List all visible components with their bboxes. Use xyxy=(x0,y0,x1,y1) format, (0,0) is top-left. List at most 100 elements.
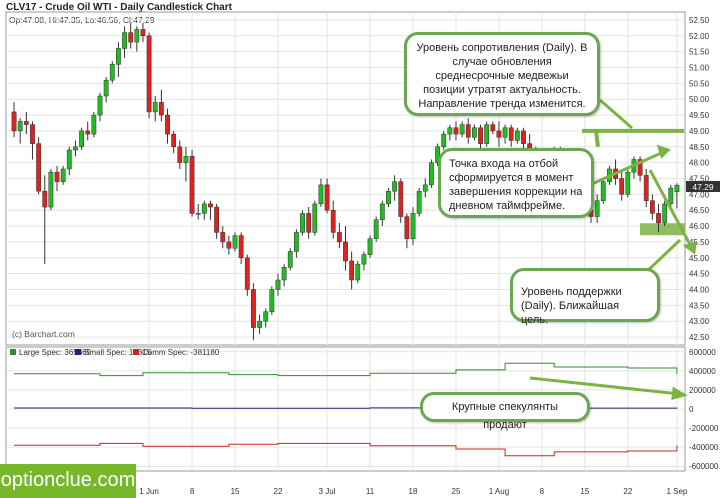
x-tick-label: 15 xyxy=(231,487,240,496)
candle-down xyxy=(208,203,213,208)
candle-down xyxy=(349,260,355,281)
candle-up xyxy=(318,184,324,205)
candle-up xyxy=(300,213,305,233)
legend-swatch-large xyxy=(10,349,16,355)
candle-down xyxy=(330,209,336,233)
candle-up xyxy=(201,203,207,214)
candle-up xyxy=(625,171,631,195)
candle-down xyxy=(214,206,220,233)
price-y-tick-label: 48.00 xyxy=(689,159,710,168)
candle-down xyxy=(220,232,226,243)
arrow-entry-2 xyxy=(648,169,696,253)
arrow-entry-1-head xyxy=(656,144,671,159)
candle-up xyxy=(379,203,385,220)
cot-y-tick-label: 0 xyxy=(689,405,694,414)
arrow-resistance xyxy=(599,98,633,130)
x-tick-label: 1 Jun xyxy=(139,487,159,496)
candle-down xyxy=(140,29,146,37)
candle-down xyxy=(85,130,91,135)
candle-up xyxy=(275,279,281,290)
price-y-tick-label: 50.50 xyxy=(689,79,710,88)
candle-up xyxy=(263,311,269,322)
candle-down xyxy=(238,235,244,259)
candle-up xyxy=(662,203,668,224)
candle-down xyxy=(336,232,342,243)
cot-legend: Large Spec: 365865 Small Spec: 15315 Com… xyxy=(10,348,220,357)
candle-down xyxy=(226,241,232,249)
candle-up xyxy=(73,146,78,151)
candle-up xyxy=(116,48,121,65)
candle-down xyxy=(158,102,164,116)
candle-up xyxy=(122,32,127,49)
candle-up xyxy=(459,124,465,135)
candle-up xyxy=(257,320,262,328)
legend-large: Large Spec: 365865 xyxy=(19,348,92,357)
callout-support: Уровень поддержки (Daily). Ближайшая цел… xyxy=(510,268,660,326)
candle-up xyxy=(484,124,490,144)
candle-down xyxy=(649,200,655,214)
arrow-entry-2-head xyxy=(682,240,697,255)
price-y-tick-label: 47.00 xyxy=(689,190,710,199)
candle-up xyxy=(195,213,201,215)
candle-down xyxy=(343,241,348,262)
support-level-zone xyxy=(640,223,685,236)
candle-down xyxy=(478,127,483,144)
candle-up xyxy=(447,127,453,135)
candle-up xyxy=(109,64,115,81)
candle-down xyxy=(165,114,170,135)
x-tick-label: 22 xyxy=(623,487,632,496)
candle-down xyxy=(643,175,649,201)
candle-down xyxy=(189,156,195,214)
candle-up xyxy=(441,133,447,148)
candle-down xyxy=(251,289,256,328)
price-y-tick-label: 52.50 xyxy=(689,16,710,25)
price-y-tick-label: 46.50 xyxy=(689,206,710,215)
cot-y-tick-label: -600000 xyxy=(689,462,719,471)
x-tick-label: 8 xyxy=(190,487,195,496)
watermark: (c) Barchart.com xyxy=(12,329,75,339)
candle-down xyxy=(496,130,502,138)
price-y-tick-label: 45.50 xyxy=(689,238,710,247)
cot-line-large-spec xyxy=(14,362,678,377)
candle-down xyxy=(398,181,404,217)
candle-up xyxy=(281,267,287,281)
price-y-tick-label: 45.00 xyxy=(689,254,710,263)
candle-down xyxy=(128,32,134,43)
x-tick-label: 1 Aug xyxy=(489,487,509,496)
candle-up xyxy=(134,29,140,43)
candle-down xyxy=(11,111,17,132)
candle-up xyxy=(367,238,373,255)
arrow-speculators-head xyxy=(671,386,688,401)
x-tick-label: 11 xyxy=(366,487,375,496)
candle-down xyxy=(508,127,514,141)
candle-down xyxy=(23,121,29,125)
candle-up xyxy=(514,130,520,141)
cot-y-axis: 600000 400000 200000 0 -200000 -400000 -600000 xyxy=(689,348,719,471)
candle-up xyxy=(410,213,416,240)
candle-down xyxy=(42,190,48,208)
candle-up xyxy=(66,149,72,170)
candle-up xyxy=(79,130,84,148)
candle-down xyxy=(521,130,526,144)
price-y-tick-label: 47.50 xyxy=(689,175,710,184)
price-y-tick-label: 42.50 xyxy=(689,333,710,342)
candle-up xyxy=(355,263,361,281)
price-y-tick-label: 44.00 xyxy=(689,286,710,295)
price-y-tick-label: 51.50 xyxy=(689,48,710,57)
cot-y-tick-label: 200000 xyxy=(689,386,716,395)
x-axis: 1 Jun 8 15 22 3 Jul 11 18 25 1 Aug 8 15 22 1 Sep xyxy=(139,487,688,496)
candle-down xyxy=(619,178,625,195)
cot-y-tick-label: 600000 xyxy=(689,348,716,357)
candle-up xyxy=(48,171,54,208)
site-logo[interactable]: optionclue.com xyxy=(0,464,136,498)
price-y-tick-label: 44.50 xyxy=(689,270,710,279)
candle-down xyxy=(36,143,42,192)
cot-series xyxy=(14,362,678,457)
price-y-axis: 52.50 52.00 51.50 51.00 50.50 50.00 49.50 49.00… xyxy=(689,16,710,342)
candle-down xyxy=(453,127,459,135)
cot-y-tick-label: -400000 xyxy=(689,443,719,452)
legend-swatch-comm xyxy=(133,349,139,355)
candle-down xyxy=(465,124,471,138)
candle-up xyxy=(103,79,109,97)
